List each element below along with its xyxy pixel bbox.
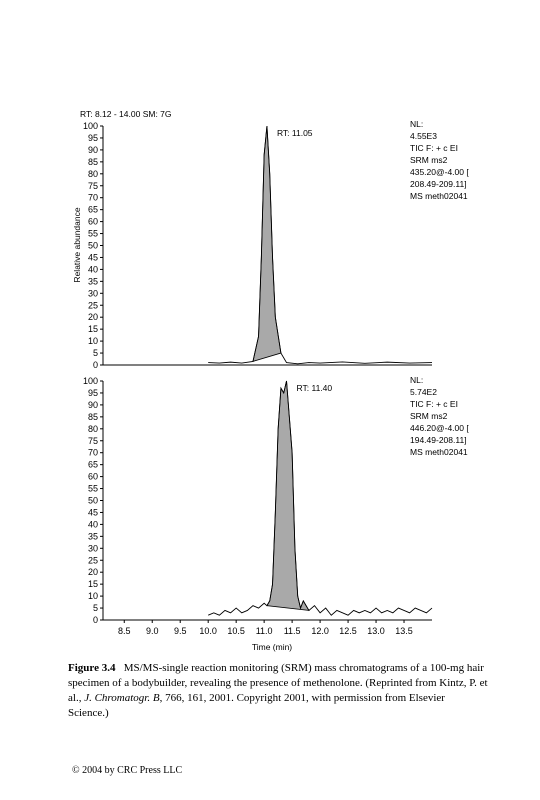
y-tick-label: 5 <box>93 348 98 358</box>
x-tick-label: 11.5 <box>284 626 301 636</box>
info-block-1: NL: 4.55E3 TIC F: + c EI SRM ms2 435.20@… <box>410 119 469 201</box>
y-tick-label: 10 <box>88 336 98 346</box>
y-tick-label: 100 <box>83 121 98 131</box>
info-line: 435.20@-4.00 [ <box>410 167 469 177</box>
y-tick-label: 70 <box>88 448 98 458</box>
info-line: SRM ms2 <box>410 155 448 165</box>
y-tick-label: 15 <box>88 324 98 334</box>
y-tick-label: 55 <box>88 229 98 239</box>
y-tick-label: 75 <box>88 436 98 446</box>
y-tick-label: 55 <box>88 484 98 494</box>
x-tick-label: 11.0 <box>256 626 273 636</box>
y-tick-label: 20 <box>88 567 98 577</box>
y-tick-label: 90 <box>88 145 98 155</box>
y-tick-label: 0 <box>93 615 98 625</box>
x-ticks: 8.5 9.0 9.5 10.0 10.5 11.0 11.5 12.0 12.5 13.0 13.… <box>118 620 413 636</box>
info-line: NL: <box>410 375 423 385</box>
y-tick-label: 10 <box>88 591 98 601</box>
chromatogram-figure: RT: 8.12 - 14.00 SM: 7G Relative abundan… <box>72 109 469 652</box>
info-line: 4.55E3 <box>410 131 437 141</box>
y-tick-label: 15 <box>88 579 98 589</box>
y-tick-label: 95 <box>88 133 98 143</box>
info-line: 208.49-209.11] <box>410 179 467 189</box>
x-tick-label: 9.0 <box>146 626 159 636</box>
peak-label-1: RT: 11.05 <box>277 128 313 138</box>
x-tick-label: 13.0 <box>367 626 385 636</box>
x-tick-label: 12.0 <box>311 626 329 636</box>
y-tick-label: 60 <box>88 217 98 227</box>
y-tick-label: 85 <box>88 412 98 422</box>
y-tick-label: 75 <box>88 181 98 191</box>
info-line: NL: <box>410 119 423 129</box>
info-block-2: NL: 5.74E2 TIC F: + c EI SRM ms2 446.20@… <box>410 375 469 457</box>
x-tick-label: 12.5 <box>339 626 357 636</box>
caption-text: MS/MS-single reaction monitoring (SRM) m… <box>68 662 488 704</box>
y-tick-label: 100 <box>83 376 98 386</box>
x-tick-label: 10.0 <box>199 626 217 636</box>
y-tick-label: 70 <box>88 193 98 203</box>
x-tick-label: 10.5 <box>227 626 245 636</box>
y-tick-label: 50 <box>88 496 98 506</box>
y-tick-label: 40 <box>88 519 98 529</box>
y-tick-label: 45 <box>88 252 98 262</box>
chart-header: RT: 8.12 - 14.00 SM: 7G <box>80 109 172 119</box>
y-tick-label: 30 <box>88 543 98 553</box>
trace-line <box>208 380 433 616</box>
y-tick-label: 50 <box>88 241 98 251</box>
y-tick-label: 0 <box>93 360 98 370</box>
info-line: TIC F: + c EI <box>410 143 458 153</box>
y-tick-label: 95 <box>88 388 98 398</box>
y-tick-label: 25 <box>88 300 98 310</box>
figure-label: Figure 3.4 <box>68 662 116 674</box>
figure-caption: Figure 3.4 MS/MS-single reaction monitor… <box>68 661 488 721</box>
y-tick-label: 90 <box>88 400 98 410</box>
info-line: 194.49-208.11] <box>410 435 467 445</box>
journal-name: J. Chromatogr. B <box>84 692 160 704</box>
y-tick-label: 65 <box>88 460 98 470</box>
y-tick-label: 80 <box>88 169 98 179</box>
y-tick-label: 30 <box>88 288 98 298</box>
copyright-footer: © 2004 by CRC Press LLC <box>72 765 183 776</box>
x-axis-label: Time (min) <box>252 642 292 652</box>
y-tick-label: 20 <box>88 312 98 322</box>
caption-text-end: , 766, 161, 2001. Copyright 2001, with p… <box>68 692 445 719</box>
trace-2 <box>208 380 433 616</box>
x-tick-label: 8.5 <box>118 626 131 636</box>
trace-1 <box>208 125 433 365</box>
y-tick-label: 85 <box>88 157 98 167</box>
y-tick-label: 25 <box>88 555 98 565</box>
y-tick-label: 35 <box>88 276 98 286</box>
peak-label-2: RT: 11.40 <box>297 383 333 393</box>
info-line: MS meth02041 <box>410 191 468 201</box>
info-line: 446.20@-4.00 [ <box>410 423 469 433</box>
y-tick-label: 45 <box>88 507 98 517</box>
info-line: SRM ms2 <box>410 411 448 421</box>
y-tick-label: 35 <box>88 531 98 541</box>
y-tick-label: 60 <box>88 472 98 482</box>
trace-line <box>208 125 433 365</box>
y-tick-label: 65 <box>88 205 98 215</box>
info-line: 5.74E2 <box>410 387 437 397</box>
y-tick-label: 5 <box>93 603 98 613</box>
y-tick-label: 80 <box>88 424 98 434</box>
y-axis-label: Relative abundance <box>72 207 82 282</box>
info-line: TIC F: + c EI <box>410 399 458 409</box>
y-tick-label: 40 <box>88 264 98 274</box>
x-tick-label: 13.5 <box>395 626 413 636</box>
info-line: MS meth02041 <box>410 447 468 457</box>
x-tick-label: 9.5 <box>174 626 187 636</box>
